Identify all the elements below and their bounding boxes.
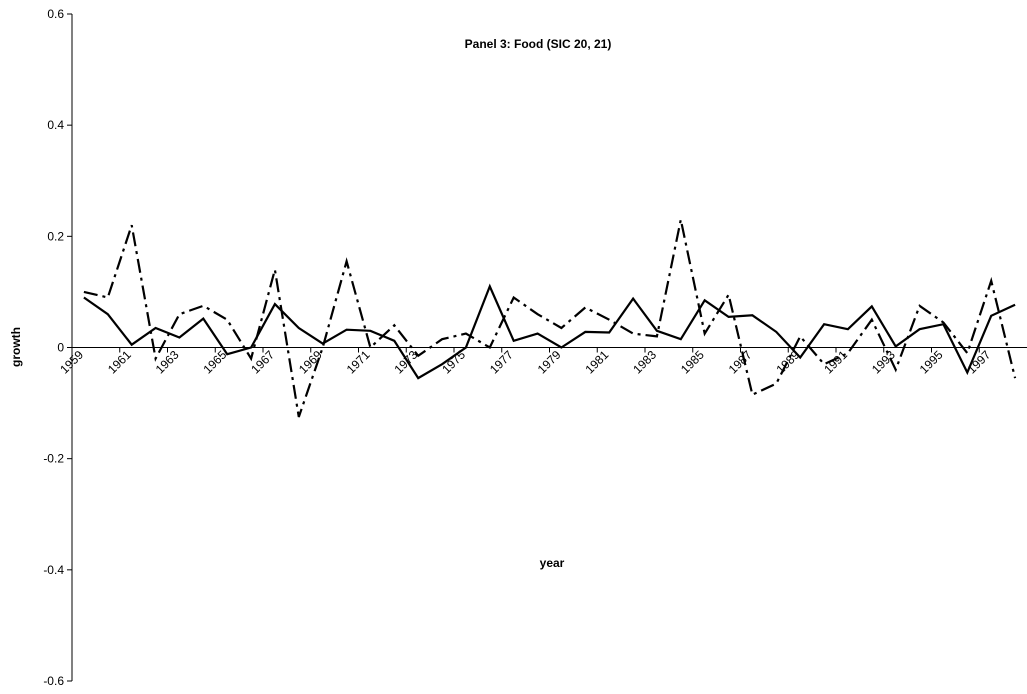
y-tick-label: -0.6 [43, 674, 64, 688]
x-tick-label: 1967 [248, 347, 277, 376]
x-tick-label: 1987 [726, 347, 755, 376]
x-tick-label: 1991 [821, 347, 850, 376]
y-tick-label: 0.6 [47, 7, 64, 21]
y-tick-label: -0.4 [43, 563, 64, 577]
x-tick-label: 1985 [678, 347, 707, 376]
x-tick-label: 1963 [153, 347, 182, 376]
x-tick-label: 1995 [917, 347, 946, 376]
x-tick-label: 1979 [535, 347, 564, 376]
y-tick-label: 0.2 [47, 229, 64, 243]
x-axis-label: year [540, 556, 565, 570]
series-line [83, 283, 1016, 380]
x-tick-label: 1977 [487, 347, 516, 376]
x-tick-label: 1981 [583, 347, 612, 376]
x-tick-label: 1997 [965, 347, 994, 376]
chart-title: Panel 3: Food (SIC 20, 21) [465, 37, 612, 51]
y-tick-label: -0.2 [43, 452, 64, 466]
y-tick-label: 0 [57, 341, 64, 355]
x-tick-label: 1961 [105, 347, 134, 376]
series-line [83, 219, 1017, 418]
x-tick-label: 1983 [630, 347, 659, 376]
x-tick-label: 1989 [774, 347, 803, 376]
x-tick-label: 1971 [344, 347, 373, 376]
y-axis-label: growth [9, 327, 23, 367]
y-tick-label: 0.4 [47, 118, 64, 132]
x-tick-label: 1993 [869, 347, 898, 376]
